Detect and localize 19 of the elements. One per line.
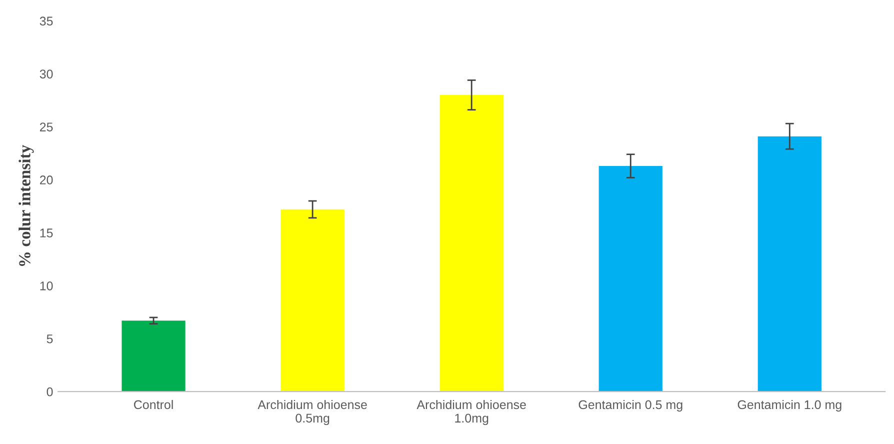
- bar: [598, 166, 662, 392]
- x-tick-label: Control: [134, 400, 173, 410]
- y-tick-label: 10: [40, 281, 53, 290]
- bar: [280, 209, 344, 392]
- y-tick-label: 35: [40, 16, 53, 26]
- x-tick-label: Gentamicin 1.0 mg: [738, 400, 842, 412]
- y-tick-label: 15: [40, 228, 53, 238]
- bar: [122, 320, 186, 392]
- y-tick-label: 30: [40, 70, 53, 78]
- y-tick-label: 5: [46, 334, 53, 344]
- bar: [440, 95, 504, 392]
- y-tick-label: 25: [40, 122, 53, 132]
- x-tick-label: Archidium ohioense 1.0mg: [416, 400, 526, 426]
- y-tick-label: 0: [46, 387, 53, 396]
- y-axis-title: % colur intensity: [18, 144, 34, 266]
- bar: [758, 136, 822, 392]
- y-tick-label: 20: [40, 176, 53, 184]
- x-tick-label: Gentamicin 0.5 mg: [578, 400, 682, 412]
- x-tick-label: Archidium ohioense 0.5mg: [258, 400, 367, 426]
